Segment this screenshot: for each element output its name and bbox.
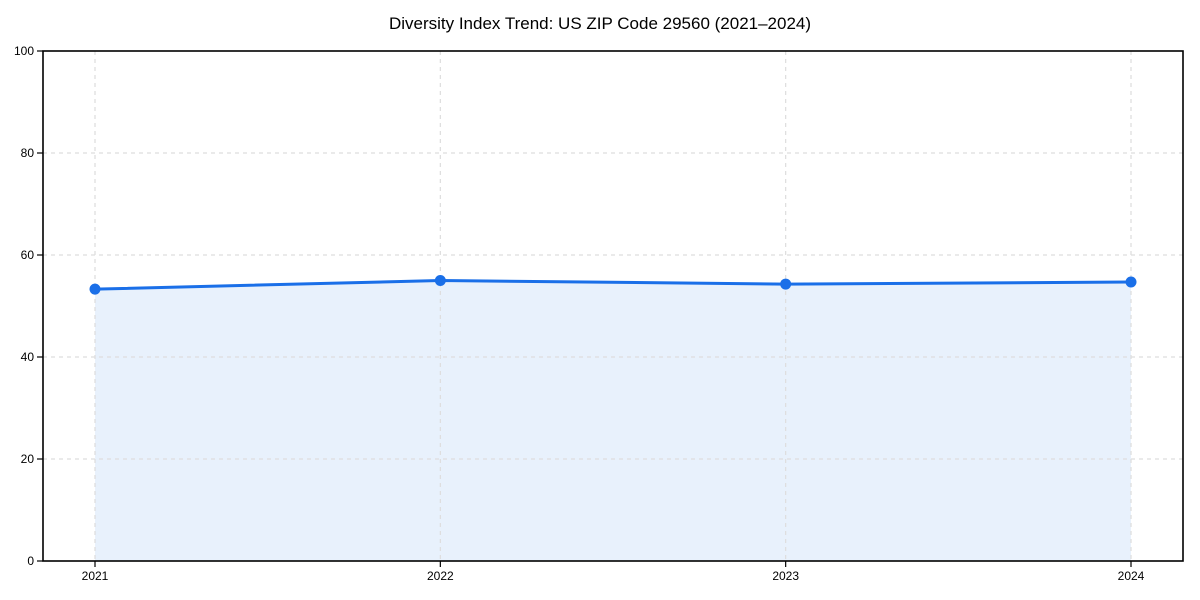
y-tick-label-40: 40 <box>21 350 35 364</box>
y-tick-label-0: 0 <box>27 554 34 568</box>
data-point-2024 <box>1125 276 1137 288</box>
area-fill <box>95 280 1131 561</box>
y-tick-label-100: 100 <box>14 44 34 58</box>
data-point-2021 <box>89 283 101 295</box>
x-tick-label-2021: 2021 <box>82 569 109 583</box>
y-tick-label-20: 20 <box>21 452 35 466</box>
chart-title: Diversity Index Trend: US ZIP Code 29560… <box>388 14 812 33</box>
data-point-2022 <box>434 275 446 286</box>
x-tick-label-2024: 2024 <box>1118 569 1145 583</box>
trend-line <box>93 279 1133 291</box>
x-tick-label-2022: 2022 <box>427 569 454 583</box>
y-tick-label-60: 60 <box>21 248 35 262</box>
y-tick-label-80: 80 <box>21 146 35 160</box>
x-tick-label-2023: 2023 <box>772 569 799 583</box>
plot-border <box>42 50 1184 562</box>
data-point-2023 <box>780 278 792 290</box>
